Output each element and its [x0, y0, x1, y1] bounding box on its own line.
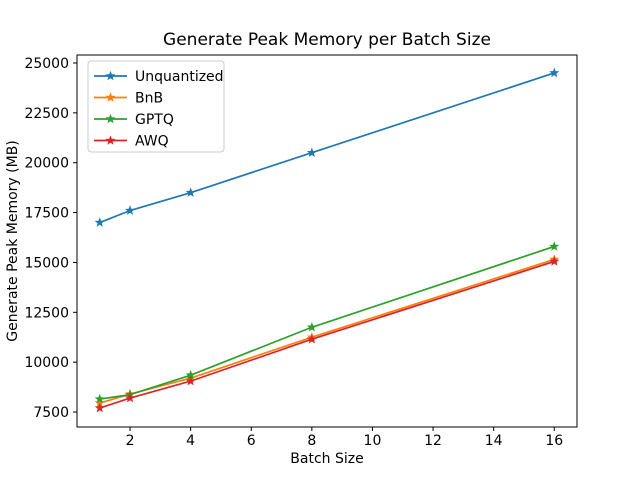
legend-marker-gptq	[105, 113, 116, 124]
data-point-awq-batch-2	[124, 392, 136, 403]
data-point-awq-batch-1	[94, 402, 105, 413]
data-point-gptq-batch-4	[185, 369, 196, 380]
data-point-unquantized-batch-16	[549, 67, 560, 78]
x-tick-label: 8	[307, 433, 316, 449]
x-tick-label: 2	[126, 433, 135, 449]
data-point-bnb-batch-1	[94, 397, 105, 408]
y-tick-label: 17500	[24, 206, 69, 222]
data-point-awq-batch-8	[306, 333, 317, 344]
legend-box	[87, 60, 225, 153]
data-point-gptq-batch-8	[306, 321, 317, 332]
y-axis-label: Generate Peak Memory (MB)	[5, 140, 21, 342]
legend-marker-awq	[105, 135, 116, 145]
data-point-gptq-batch-1	[94, 393, 105, 404]
data-point-unquantized-batch-4	[185, 187, 196, 197]
x-tick-label: 12	[424, 433, 442, 449]
legend-label-bnb: BnB	[135, 91, 163, 107]
legend-label-awq: AWQ	[135, 134, 169, 150]
data-point-unquantized-batch-8	[306, 147, 317, 158]
y-tick-label: 22500	[24, 106, 69, 122]
y-tick-label: 10000	[24, 355, 69, 371]
series-line-bnb	[98, 258, 556, 404]
y-tick-label: 12500	[24, 305, 69, 321]
y-tick-label: 25000	[24, 56, 69, 72]
legend-label-gptq: GPTQ	[135, 112, 174, 128]
y-tick-label: 20000	[24, 156, 69, 172]
x-tick-label: 14	[485, 433, 503, 449]
data-point-awq-batch-4	[185, 375, 196, 386]
series-line-gptq	[98, 245, 556, 400]
x-axis-label: Batch Size	[290, 451, 363, 467]
x-tick-label: 4	[186, 433, 195, 449]
x-tick-label: 16	[545, 433, 563, 449]
legend-marker-unquantized	[105, 70, 116, 81]
series-line-awq	[98, 260, 556, 409]
plot-area: Generate Peak Memory per Batch Size Batc…	[5, 30, 491, 467]
plot-border	[76, 54, 578, 428]
data-point-unquantized-batch-1	[94, 217, 105, 227]
y-tick-label: 15000	[24, 255, 69, 271]
legend-marker-bnb	[105, 92, 116, 102]
data-point-unquantized-batch-2	[124, 205, 136, 215]
data-point-gptq-batch-16	[549, 241, 560, 251]
x-tick-label: 10	[364, 433, 382, 449]
data-point-awq-batch-16	[549, 256, 560, 266]
legend-label-unquantized: Unquantized	[135, 69, 224, 85]
x-tick-label: 6	[247, 433, 256, 449]
chart-title: Generate Peak Memory per Batch Size	[163, 30, 491, 50]
y-tick-label: 7500	[33, 405, 69, 421]
